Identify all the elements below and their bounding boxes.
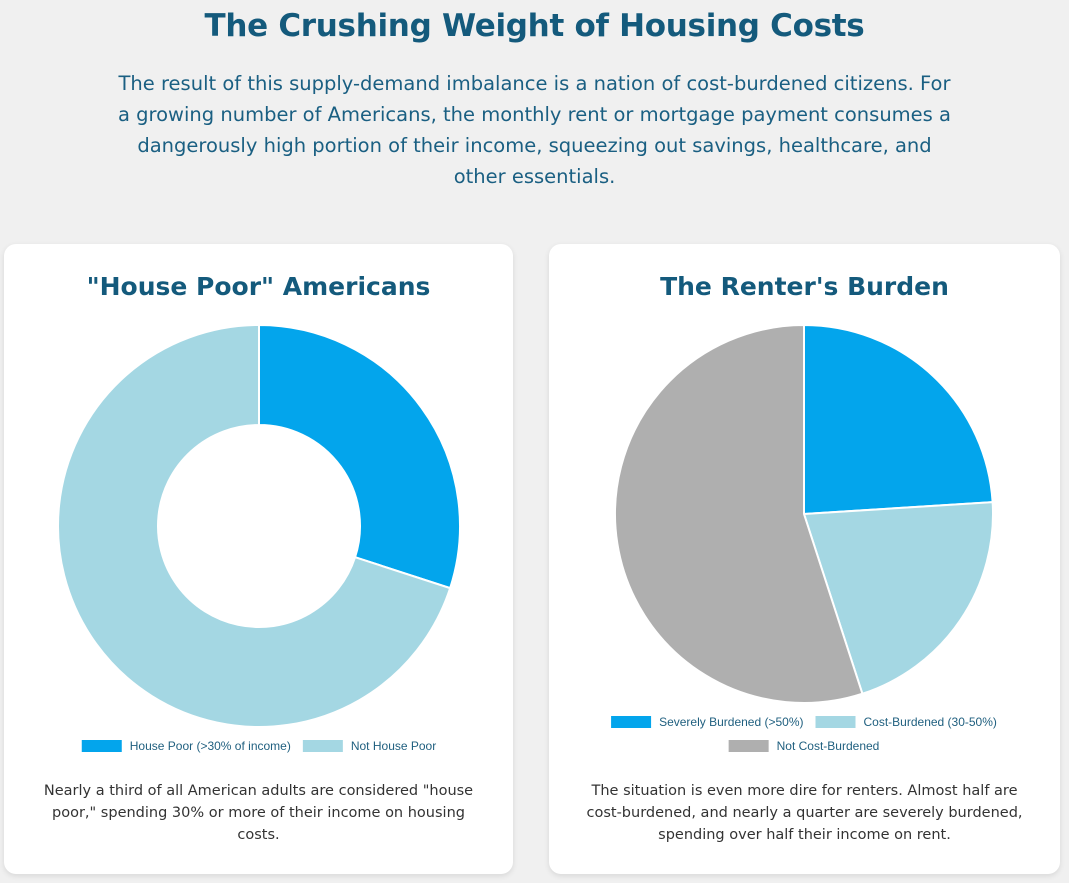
legend-swatch-not-house-poor[interactable] [302,740,343,752]
legend-label-not-house-poor[interactable]: Not House Poor [351,739,436,753]
slice-not-cost-burdened[interactable] [614,323,864,704]
renter-burden-chart-title: The Renter's Burden [660,272,949,301]
house-poor-caption: Nearly a third of all American adults ar… [43,783,474,843]
legend-label-house-poor-30-of-income[interactable]: House Poor (>30% of income) [130,739,291,753]
legend-swatch-cost-burdened-30-50[interactable] [815,716,856,728]
legend-label-cost-burdened-30-50[interactable]: Cost-Burdened (30-50%) [864,715,997,729]
slice-cost-burdened-30-50[interactable] [802,501,994,696]
intro-paragraph: The result of this supply-demand imbalan… [118,72,951,188]
house-poor-card: "House Poor" Americans House Poor (>30% … [4,244,513,874]
slice-not-house-poor[interactable] [57,323,452,728]
house-poor-chart-title: "House Poor" Americans [86,272,431,301]
legend-swatch-not-cost-burdened[interactable] [728,740,769,752]
slice-severely-burdened-50[interactable] [803,323,994,516]
house-poor-doughnut-chart: House Poor (>30% of income) Not House Poo… [57,323,461,753]
page-title: The Crushing Weight of Housing Costs [204,8,865,44]
renter-burden-card: The Renter's Burden Severely Burdened (>… [549,244,1060,874]
renter-burden-pie-chart: Severely Burdened (>50%) Cost-Burdened (3… [611,323,997,753]
legend-label-severely-burdened-50[interactable]: Severely Burdened (>50%) [659,715,803,729]
legend-label-not-cost-burdened[interactable]: Not Cost-Burdened [777,739,880,753]
renter-burden-caption: The situation is even more dire for rent… [586,783,1023,843]
legend-swatch-severely-burdened-50[interactable] [611,716,652,728]
slice-house-poor-30-of-income[interactable] [258,323,461,590]
legend-swatch-house-poor-30-of-income[interactable] [81,740,122,752]
